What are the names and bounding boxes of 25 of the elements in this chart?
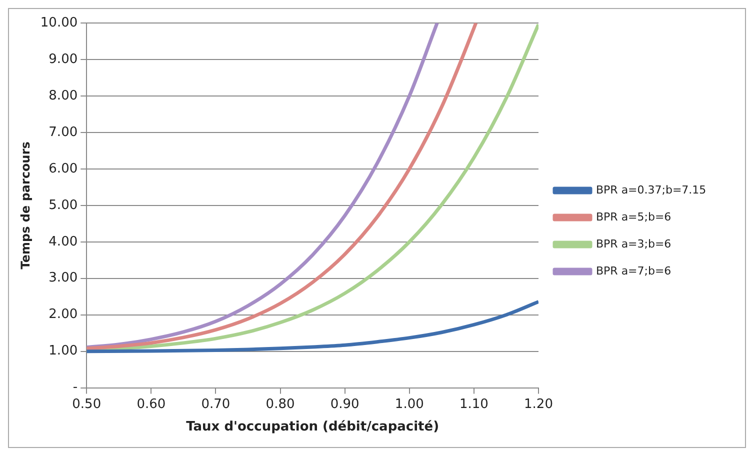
x-tick-label: 1.00 [394,396,424,412]
x-tick-label: 1.10 [459,396,488,412]
y-axis-title: Temps de parcours [18,142,32,270]
legend-label: BPR a=3;b=6 [596,237,672,250]
legend-label: BPR a=0.37;b=7.15 [596,183,706,196]
y-tick-label: 4.00 [48,234,78,250]
y-tick-label: 3.00 [48,270,78,286]
y-tick-label: 1.00 [48,344,78,359]
y-tick-label: 5.00 [48,198,78,213]
y-tick-label: 10.00 [40,15,78,30]
x-axis-title: Taux d'occupation (débit/capacité) [186,420,440,435]
legend-label: BPR a=5;b=6 [596,210,672,224]
x-tick-label: 0.70 [201,396,230,412]
x-tick-label: 0.90 [330,396,360,412]
y-tick-label: - [72,380,78,396]
x-tick-label: 0.80 [266,396,295,412]
legend-label: BPR a=7;b=6 [596,264,672,278]
y-tick-label: 9.00 [48,52,78,67]
x-tick-label: 0.60 [136,396,166,412]
y-tick-label: 8.00 [48,88,78,104]
x-tick-label: 1.20 [524,396,553,412]
y-tick-label: 2.00 [48,307,78,322]
x-tick-label: 0.50 [72,396,102,412]
y-tick-label: 6.00 [48,161,78,176]
y-tick-label: 7.00 [48,124,78,140]
